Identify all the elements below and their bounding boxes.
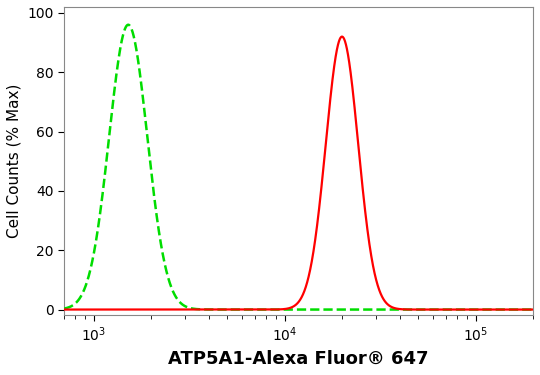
Y-axis label: Cell Counts (% Max): Cell Counts (% Max) [7,84,22,238]
X-axis label: ATP5A1-Alexa Fluor® 647: ATP5A1-Alexa Fluor® 647 [168,350,429,368]
